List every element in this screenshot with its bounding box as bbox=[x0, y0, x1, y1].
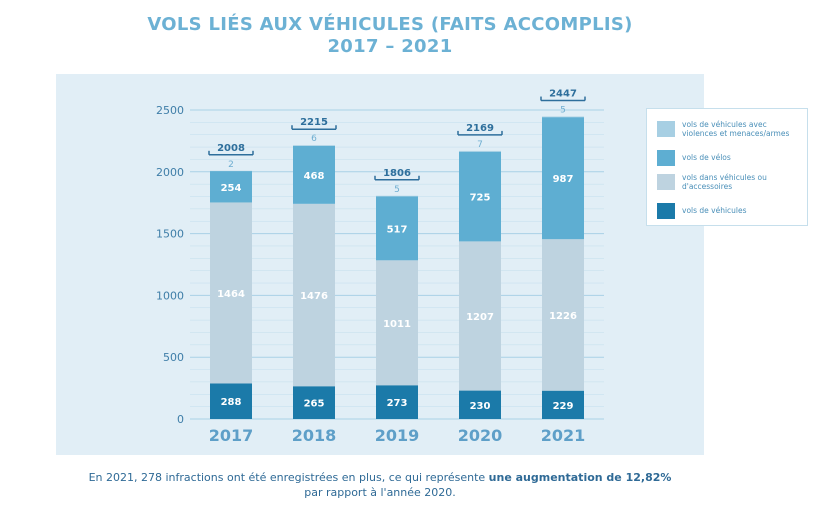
caption-text: En 2021, 278 infractions ont été enregis… bbox=[88, 471, 489, 484]
bar-velos-2018 bbox=[293, 145, 335, 204]
y-tick-label-1000: 1000 bbox=[156, 289, 184, 302]
bar-label-dans-vehicules-2017: 1464 bbox=[217, 289, 245, 300]
legend-label-vehicules: vols de véhicules bbox=[682, 206, 747, 215]
bar-label-vehicules-2020: 230 bbox=[470, 401, 491, 412]
bar-label-velos-2021: 987 bbox=[553, 174, 574, 185]
bar-label-velos-2018: 468 bbox=[304, 171, 325, 182]
bar-dans-vehicules-2021 bbox=[542, 239, 584, 391]
bar-vehicules-2019 bbox=[376, 385, 418, 419]
legend-item-dans-vehicules: vols dans véhicules ou d'accessoires bbox=[657, 173, 802, 191]
bar-label-vehicules-2019: 273 bbox=[387, 398, 408, 409]
legend-item-vehicules: vols de véhicules bbox=[657, 202, 802, 219]
y-tick-label-500: 500 bbox=[163, 351, 184, 364]
bar-label-dans-vehicules-2021: 1226 bbox=[549, 311, 577, 322]
legend-swatch-velos bbox=[657, 150, 675, 166]
total-label-2018: 2215 bbox=[300, 117, 328, 128]
bar-dans-vehicules-2018 bbox=[293, 203, 335, 387]
legend-item-violences: vols de véhicules avec violences et mena… bbox=[657, 120, 802, 138]
chart-title-line1: VOLS LIÉS AUX VÉHICULES (FAITS ACCOMPLIS… bbox=[147, 14, 633, 35]
legend-item-velos: vols de vélos bbox=[657, 149, 802, 166]
bar-label-violences-2021: 5 bbox=[560, 106, 566, 116]
caption-highlight: une augmentation de 12,82% bbox=[488, 471, 672, 484]
bar-label-violences-2018: 6 bbox=[311, 134, 317, 144]
bar-violences-2020 bbox=[459, 150, 501, 152]
bar-violences-2019 bbox=[376, 195, 418, 197]
bar-label-velos-2017: 254 bbox=[221, 183, 242, 194]
bar-dans-vehicules-2017 bbox=[210, 202, 252, 384]
total-label-2017: 2008 bbox=[217, 143, 245, 154]
total-label-2019: 1806 bbox=[383, 168, 411, 179]
bar-label-vehicules-2017: 288 bbox=[221, 397, 242, 408]
bar-vehicules-2017 bbox=[210, 383, 252, 419]
total-label-2020: 2169 bbox=[466, 123, 494, 134]
x-tick-label-2020: 2020 bbox=[458, 426, 503, 445]
x-tick-label-2018: 2018 bbox=[292, 426, 337, 445]
bar-velos-2021 bbox=[542, 117, 584, 240]
bar-label-violences-2020: 7 bbox=[477, 140, 483, 150]
legend-label-velos: vols de vélos bbox=[682, 153, 731, 162]
x-tick-label-2021: 2021 bbox=[541, 426, 586, 445]
bar-vehicules-2020 bbox=[459, 390, 501, 419]
bar-label-violences-2017: 2 bbox=[228, 160, 234, 170]
y-tick-label-2500: 2500 bbox=[156, 104, 184, 117]
bar-velos-2019 bbox=[376, 196, 418, 261]
chart-title-line2: 2017 – 2021 bbox=[327, 36, 453, 57]
y-tick-label-0: 0 bbox=[177, 413, 184, 426]
bar-vehicules-2021 bbox=[542, 390, 584, 419]
bar-velos-2020 bbox=[459, 151, 501, 242]
bar-label-vehicules-2021: 229 bbox=[553, 401, 574, 412]
bar-label-dans-vehicules-2020: 1207 bbox=[466, 312, 494, 323]
bar-label-dans-vehicules-2018: 1476 bbox=[300, 291, 328, 302]
bar-label-velos-2020: 725 bbox=[470, 193, 491, 204]
bar-label-vehicules-2018: 265 bbox=[304, 399, 325, 410]
bar-label-violences-2019: 5 bbox=[394, 185, 400, 195]
caption: En 2021, 278 infractions ont été enregis… bbox=[0, 470, 760, 500]
total-label-2021: 2447 bbox=[549, 89, 577, 100]
x-tick-label-2017: 2017 bbox=[209, 426, 254, 445]
bar-label-dans-vehicules-2019: 1011 bbox=[383, 319, 411, 330]
bar-label-velos-2019: 517 bbox=[387, 224, 408, 235]
x-tick-label-2019: 2019 bbox=[375, 426, 420, 445]
bar-dans-vehicules-2020 bbox=[459, 241, 501, 391]
legend-label-dans-vehicules: vols dans véhicules ou d'accessoires bbox=[682, 173, 767, 191]
caption-line1: En 2021, 278 infractions ont été enregis… bbox=[0, 470, 760, 485]
legend: vols de véhicules avec violences et mena… bbox=[646, 108, 808, 226]
y-tick-label-1500: 1500 bbox=[156, 228, 184, 241]
bar-dans-vehicules-2019 bbox=[376, 260, 418, 386]
bar-velos-2017 bbox=[210, 171, 252, 203]
bar-vehicules-2018 bbox=[293, 386, 335, 419]
bar-violences-2018 bbox=[293, 145, 335, 146]
bar-violences-2021 bbox=[542, 116, 584, 118]
legend-label-violences: vols de véhicules avec violences et mena… bbox=[682, 120, 790, 138]
caption-line2: par rapport à l'année 2020. bbox=[304, 486, 456, 499]
chart-title: VOLS LIÉS AUX VÉHICULES (FAITS ACCOMPLIS… bbox=[0, 14, 780, 58]
legend-swatch-vehicules bbox=[657, 203, 675, 219]
legend-swatch-violences bbox=[657, 121, 675, 137]
legend-swatch-dans-vehicules bbox=[657, 174, 675, 190]
y-tick-label-2000: 2000 bbox=[156, 166, 184, 179]
